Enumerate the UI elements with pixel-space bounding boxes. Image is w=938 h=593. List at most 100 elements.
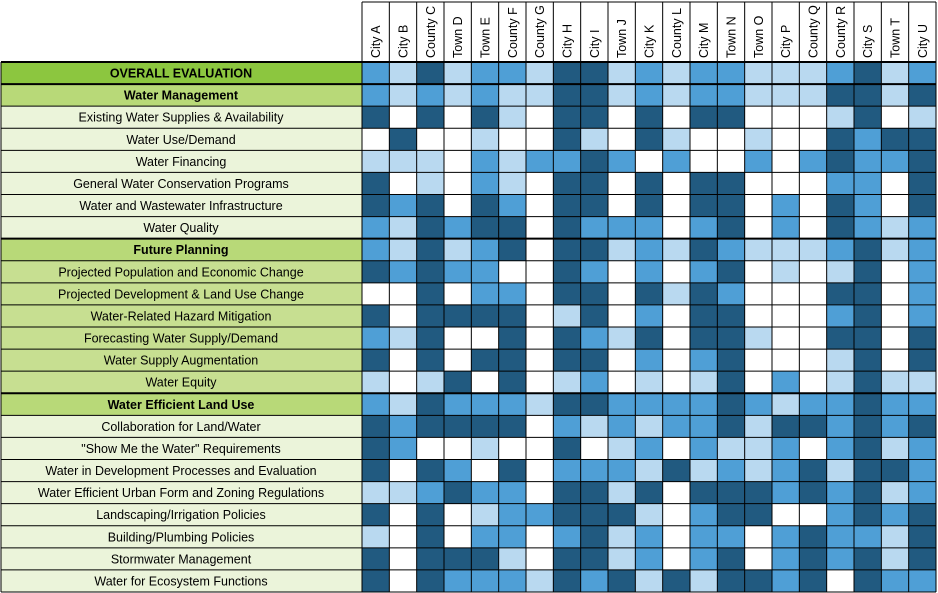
column-label: County R (834, 6, 848, 58)
heatmap-cell (444, 459, 472, 482)
heatmap-cell (854, 371, 882, 394)
heatmap-cell (471, 106, 499, 129)
heatmap-cell (471, 194, 499, 217)
heatmap-cell (389, 128, 417, 151)
column-label: Town E (479, 17, 493, 58)
row-label-background (1, 393, 362, 416)
heatmap-cell (744, 349, 772, 372)
heatmap-cell (908, 415, 936, 438)
heatmap-cell (690, 393, 718, 416)
heatmap-cell (772, 349, 800, 372)
heatmap-cell (635, 437, 663, 460)
heatmap-cell (498, 569, 526, 592)
heatmap-cell (881, 569, 909, 592)
heatmap-cell (744, 415, 772, 438)
heatmap-cell (471, 216, 499, 239)
heatmap-cell (389, 282, 417, 305)
heatmap-cell (471, 84, 499, 107)
heatmap-cell (389, 172, 417, 195)
heatmap-cell (498, 84, 526, 107)
heatmap-cell (717, 459, 745, 482)
heatmap-cell (908, 393, 936, 416)
heatmap-cell (416, 503, 444, 526)
heatmap-cell (416, 327, 444, 350)
heatmap-cell (444, 371, 472, 394)
heatmap-cell (662, 238, 690, 261)
heatmap-cell (362, 371, 390, 394)
heatmap-cell (580, 327, 608, 350)
heatmap-cell (717, 327, 745, 350)
heatmap-cell (471, 393, 499, 416)
heatmap-cell (553, 393, 581, 416)
heatmap-cell (744, 481, 772, 504)
heatmap-cell (744, 194, 772, 217)
heatmap-cell (416, 282, 444, 305)
heatmap-cell (580, 525, 608, 548)
heatmap-cell (580, 459, 608, 482)
heatmap-cell (744, 62, 772, 85)
heatmap-cell (389, 349, 417, 372)
heatmap-cell (635, 304, 663, 327)
row-label: Water Equity (145, 376, 217, 390)
heatmap-cell (854, 172, 882, 195)
row-label: Stormwater Management (111, 552, 252, 566)
heatmap-cell (444, 128, 472, 151)
heatmap-cell (662, 503, 690, 526)
heatmap-cell (662, 150, 690, 173)
heatmap-cell (526, 194, 554, 217)
heatmap-cell (362, 128, 390, 151)
heatmap-cell (580, 304, 608, 327)
heatmap-cell (881, 238, 909, 261)
heatmap-cell (744, 282, 772, 305)
heatmap-cell (553, 128, 581, 151)
heatmap-cell (908, 327, 936, 350)
heatmap-cell (416, 172, 444, 195)
heatmap-cell (362, 106, 390, 129)
heatmap-cell (553, 525, 581, 548)
heatmap-cell (608, 327, 636, 350)
heatmap-cell (362, 349, 390, 372)
heatmap-cell (389, 106, 417, 129)
row-label-background (1, 349, 362, 372)
heatmap-cell (826, 304, 854, 327)
heatmap-cell (744, 569, 772, 592)
heatmap-cell (608, 238, 636, 261)
heatmap-cell (389, 459, 417, 482)
heatmap-cell (772, 393, 800, 416)
heatmap-cell (690, 304, 718, 327)
heatmap-cell (662, 172, 690, 195)
heatmap-cell (580, 216, 608, 239)
row-label: Projected Development & Land Use Change (58, 287, 304, 301)
row-label-background (1, 481, 362, 504)
heatmap-cell (662, 327, 690, 350)
heatmap-cell (416, 415, 444, 438)
heatmap-cell (744, 238, 772, 261)
heatmap-cell (799, 569, 827, 592)
row-label: Water and Wastewater Infrastructure (79, 199, 282, 213)
heatmap-cell (553, 503, 581, 526)
column-label: City H (561, 24, 575, 58)
heatmap-cell (553, 415, 581, 438)
heatmap-cell (444, 282, 472, 305)
heatmap-cell (580, 437, 608, 460)
heatmap-cell (772, 260, 800, 283)
heatmap-cell (690, 503, 718, 526)
heatmap-cell (662, 459, 690, 482)
heatmap-cell (744, 459, 772, 482)
heatmap-cell (362, 216, 390, 239)
heatmap-cell (444, 481, 472, 504)
heatmap-cell (908, 437, 936, 460)
heatmap-cell (553, 459, 581, 482)
heatmap-cell (635, 172, 663, 195)
heatmap-cell (635, 371, 663, 394)
column-label: City K (643, 24, 657, 58)
heatmap-cell (416, 106, 444, 129)
heatmap-cell (444, 503, 472, 526)
heatmap-cell (444, 547, 472, 570)
heatmap-cell (471, 172, 499, 195)
heatmap-cell (362, 260, 390, 283)
row-label: Water Financing (136, 155, 227, 169)
heatmap-cell (389, 84, 417, 107)
heatmap-cell (498, 547, 526, 570)
